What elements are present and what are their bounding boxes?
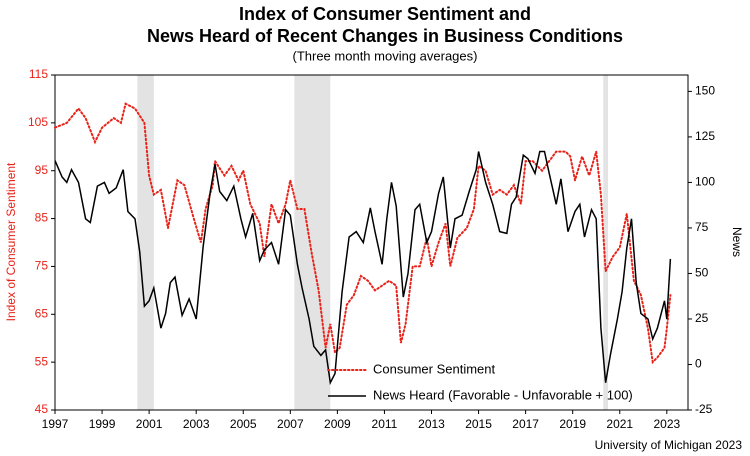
y-tick-label: 115 (29, 67, 48, 81)
y-tick-label: 85 (35, 211, 49, 225)
y2-tick-label: 100 (695, 175, 715, 189)
y-tick-label: 75 (35, 259, 49, 273)
x-tick-label: 2003 (183, 417, 210, 431)
y2-tick-label: 125 (695, 129, 715, 143)
x-tick-label: 2021 (606, 417, 633, 431)
y2-tick-label: 25 (695, 311, 709, 325)
recession-band (294, 75, 331, 410)
x-tick-label: 2009 (324, 417, 351, 431)
chart-subtitle: (Three month moving averages) (293, 48, 478, 63)
x-tick-label: 2015 (465, 417, 492, 431)
x-tick-label: 2005 (230, 417, 257, 431)
x-tick-label: 2023 (653, 417, 680, 431)
x-tick-label: 2001 (136, 417, 163, 431)
y-tick-label: 95 (35, 163, 49, 177)
x-tick-label: 2019 (559, 417, 586, 431)
y2-tick-label: -25 (695, 402, 713, 416)
recession-band (137, 75, 154, 410)
y2-tick-label: 75 (695, 220, 709, 234)
chart-title: Index of Consumer Sentiment and (239, 4, 531, 24)
y2-axis-label: News (730, 227, 744, 257)
y2-tick-label: 50 (695, 266, 709, 280)
y-tick-label: 105 (28, 115, 48, 129)
legend-label: Consumer Sentiment (373, 361, 495, 376)
source: University of Michigan 2023 (595, 438, 743, 452)
y-axis-label: Index of Consumer Sentiment (4, 162, 18, 321)
recession-band (603, 75, 608, 410)
y-tick-label: 65 (35, 306, 49, 320)
x-tick-label: 2013 (418, 417, 445, 431)
x-tick-label: 1999 (89, 417, 116, 431)
series-line (54, 150, 672, 386)
y-tick-label: 45 (35, 402, 49, 416)
x-tick-label: 2017 (512, 417, 539, 431)
x-tick-label: 2011 (372, 417, 398, 431)
plot-frame (54, 74, 689, 411)
x-tick-label: 2007 (277, 417, 304, 431)
x-tick-label: 1997 (42, 417, 69, 431)
legend-label: News Heard (Favorable - Unfavorable + 10… (373, 387, 633, 402)
y-tick-label: 55 (35, 354, 49, 368)
y2-tick-label: 0 (695, 357, 702, 371)
chart-title: News Heard of Recent Changes in Business… (147, 26, 623, 46)
y2-tick-label: 150 (695, 84, 715, 98)
series-line (54, 102, 672, 365)
